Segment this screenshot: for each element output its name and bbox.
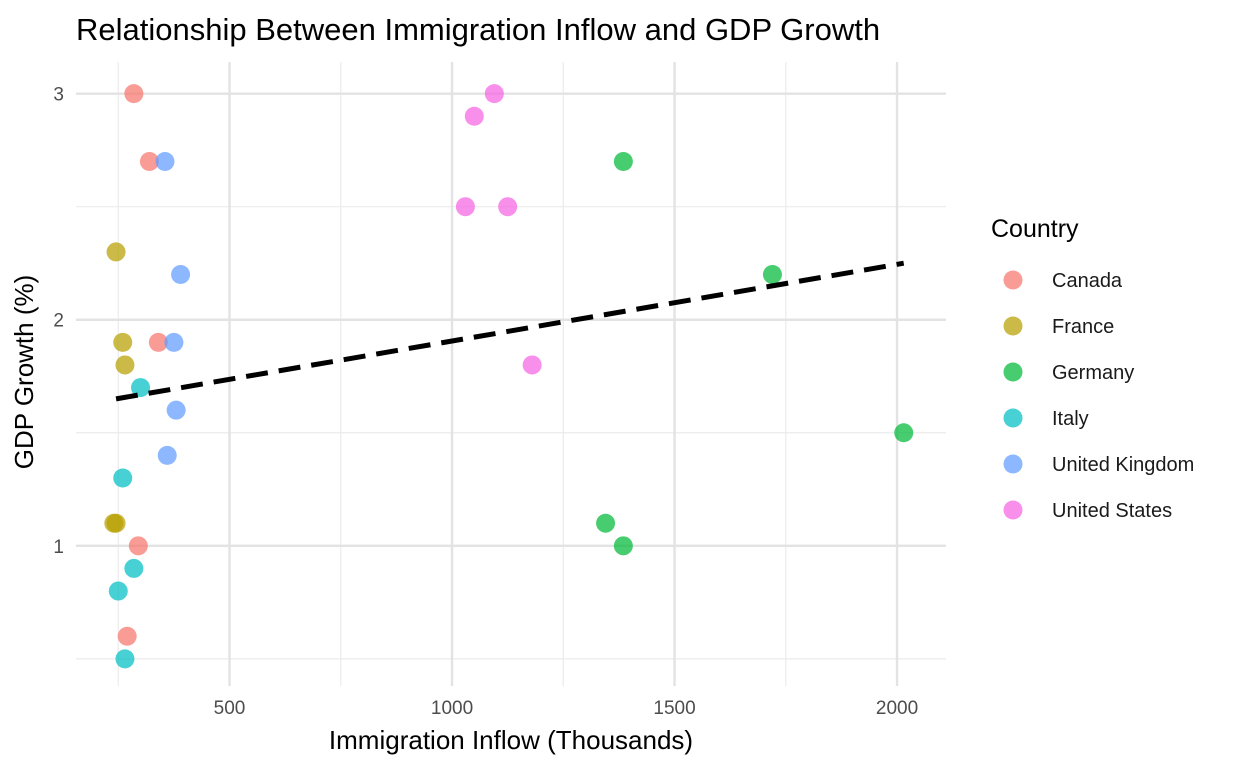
data-point <box>124 84 144 104</box>
legend-key <box>1003 500 1023 520</box>
data-point <box>106 513 126 533</box>
y-tick-label: 2 <box>53 311 64 332</box>
data-point <box>139 151 159 171</box>
data-point <box>522 355 542 375</box>
legend-item-label: Germany <box>1052 362 1134 384</box>
data-point <box>164 332 184 352</box>
legend-key <box>1003 270 1023 290</box>
data-point <box>113 468 133 488</box>
legend-key <box>1003 454 1023 474</box>
x-tick-label: 500 <box>214 698 246 719</box>
x-tick-label: 1000 <box>431 698 473 719</box>
data-point <box>455 197 475 217</box>
legend-item-label: Italy <box>1052 408 1089 430</box>
data-point <box>128 536 148 556</box>
data-point <box>131 378 151 398</box>
x-tick-label: 1500 <box>653 698 695 719</box>
data-point <box>171 265 191 285</box>
data-point <box>484 84 504 104</box>
y-axis-label: GDP Growth (%) <box>9 275 39 470</box>
trend-line <box>115 260 905 402</box>
x-tick-label: 2000 <box>876 698 918 719</box>
data-point <box>124 558 144 578</box>
data-point <box>613 151 633 171</box>
data-point <box>762 265 782 285</box>
legend-key <box>1003 362 1023 382</box>
data-point <box>117 626 137 646</box>
legend: Country Canada France Germany Italy United K… <box>991 215 1194 522</box>
y-tick-label: 3 <box>53 85 64 106</box>
data-point <box>115 649 135 669</box>
data-point <box>166 400 186 420</box>
x-axis-label: Immigration Inflow (Thousands) <box>329 725 693 755</box>
axes: 500 1000 1500 2000 1 2 3 <box>53 85 918 719</box>
data-point <box>894 423 914 443</box>
grid <box>76 62 946 686</box>
legend-item-label: France <box>1052 316 1114 338</box>
data-points <box>104 84 914 669</box>
legend-item-label: United States <box>1052 500 1172 522</box>
data-point <box>613 536 633 556</box>
data-point <box>148 332 168 352</box>
legend-title: Country <box>991 215 1079 243</box>
data-point <box>106 242 126 262</box>
legend-item-label: Canada <box>1052 270 1123 292</box>
trend-line-layer <box>115 260 905 402</box>
y-tick-label: 1 <box>53 537 64 558</box>
legend-key <box>1003 316 1023 336</box>
data-point <box>113 332 133 352</box>
chart-title: Relationship Between Immigration Inflow … <box>76 12 880 47</box>
data-point <box>108 581 128 601</box>
data-point <box>596 513 616 533</box>
data-point <box>157 445 177 465</box>
data-point <box>464 106 484 126</box>
legend-key <box>1003 408 1023 428</box>
legend-item-label: United Kingdom <box>1052 454 1194 476</box>
data-point <box>498 197 518 217</box>
data-point <box>155 151 175 171</box>
data-point <box>115 355 135 375</box>
